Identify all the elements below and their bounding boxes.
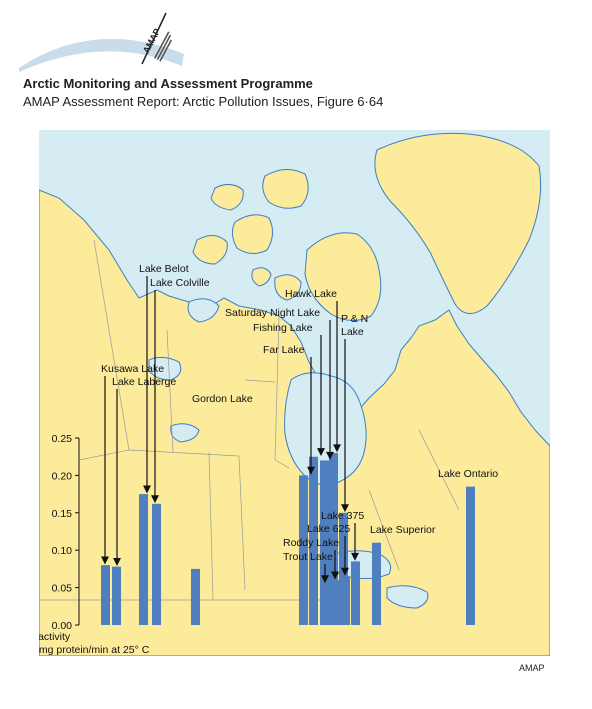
arrow-head (351, 552, 359, 561)
bar-lake-colville (152, 503, 161, 625)
arrow-head (113, 558, 121, 566)
bar-lake-belot (139, 494, 148, 625)
bar-roddy-lake (331, 580, 340, 625)
bar-label: Roddy Lake (283, 537, 339, 549)
province-borders (39, 239, 460, 601)
bar-fishing-lake (309, 456, 318, 625)
bar-lake-superior (372, 542, 381, 625)
bar-gordon-lake (191, 568, 200, 625)
y-tick-label: 0.20 (52, 470, 73, 482)
org-title: Arctic Monitoring and Assessment Program… (23, 76, 313, 91)
bar-label: Saturday Night Lake (225, 307, 320, 319)
bar-far-lake (299, 475, 308, 625)
bar-label: Lake Superior (370, 524, 436, 536)
bar-label: Lake 625 (307, 523, 350, 535)
y-tick-label: 0.15 (52, 508, 73, 520)
y-axis-label-line1: AHH activity (39, 631, 71, 643)
bar-label: P & N (341, 313, 368, 325)
bar-lake-625 (341, 576, 350, 625)
bar-label: Kusawa Lake (101, 363, 164, 375)
y-tick-label: 0.10 (52, 545, 73, 557)
arrow-head (101, 556, 109, 565)
bar-label: Far Lake (263, 344, 305, 356)
bar-kusawa-lake (101, 565, 110, 625)
label-arrows (101, 276, 359, 584)
arrow-head (326, 451, 334, 460)
bar-trout-lake (321, 583, 330, 625)
arrow-head (151, 495, 159, 504)
y-tick-label: 0.25 (52, 433, 73, 445)
bar-label: Hawk Lake (285, 288, 337, 300)
y-axis-label-line2: µmol/mg protein/min at 25° C (39, 644, 150, 656)
greenland (374, 132, 542, 314)
y-axis-ticks: 0.25 0.20 0.15 0.10 0.05 0.00 (52, 433, 79, 632)
y-tick-label: 0.00 (52, 620, 73, 632)
baffin-island (304, 232, 382, 321)
arrow-head (307, 466, 315, 475)
arrow-head (331, 571, 339, 580)
bar-label: Trout Lake (283, 551, 333, 563)
ahh-chart: 0.25 0.20 0.15 0.10 0.05 0.00 Lake Belot Lake … (39, 263, 498, 656)
arrow-head (341, 504, 349, 513)
arrow-head (143, 485, 151, 494)
bar-label: Lake Belot (139, 263, 189, 275)
bar-label: Gordon Lake (192, 393, 253, 405)
credit: AMAP (519, 663, 545, 673)
map-panel: 0.25 0.20 0.15 0.10 0.05 0.00 Lake Belot Lake … (39, 130, 550, 656)
bar-label: Lake Ontario (438, 468, 498, 480)
y-tick-label: 0.05 (52, 583, 73, 595)
bar-hawk-lake (329, 452, 338, 625)
arrow-head (341, 567, 349, 576)
bar-saturday-night-lake (320, 460, 329, 625)
arrow-head (333, 444, 341, 453)
bar-label: Lake Laberge (112, 376, 176, 388)
bar-label: Lake Colville (150, 277, 210, 289)
bar-label-line2: Lake (341, 326, 364, 338)
amap-logo: AMAP (19, 12, 184, 72)
bar-lake-375 (351, 561, 360, 625)
figure-caption: AMAP Assessment Report: Arctic Pollution… (23, 94, 384, 109)
bar-lake-ontario (466, 486, 475, 625)
hudson-bay (284, 372, 367, 486)
arrow-head (317, 448, 325, 457)
bar-label: Fishing Lake (253, 322, 313, 334)
bar-label: Lake 375 (321, 510, 364, 522)
arrow-head (321, 575, 329, 584)
bar-lake-laberge (112, 566, 121, 625)
